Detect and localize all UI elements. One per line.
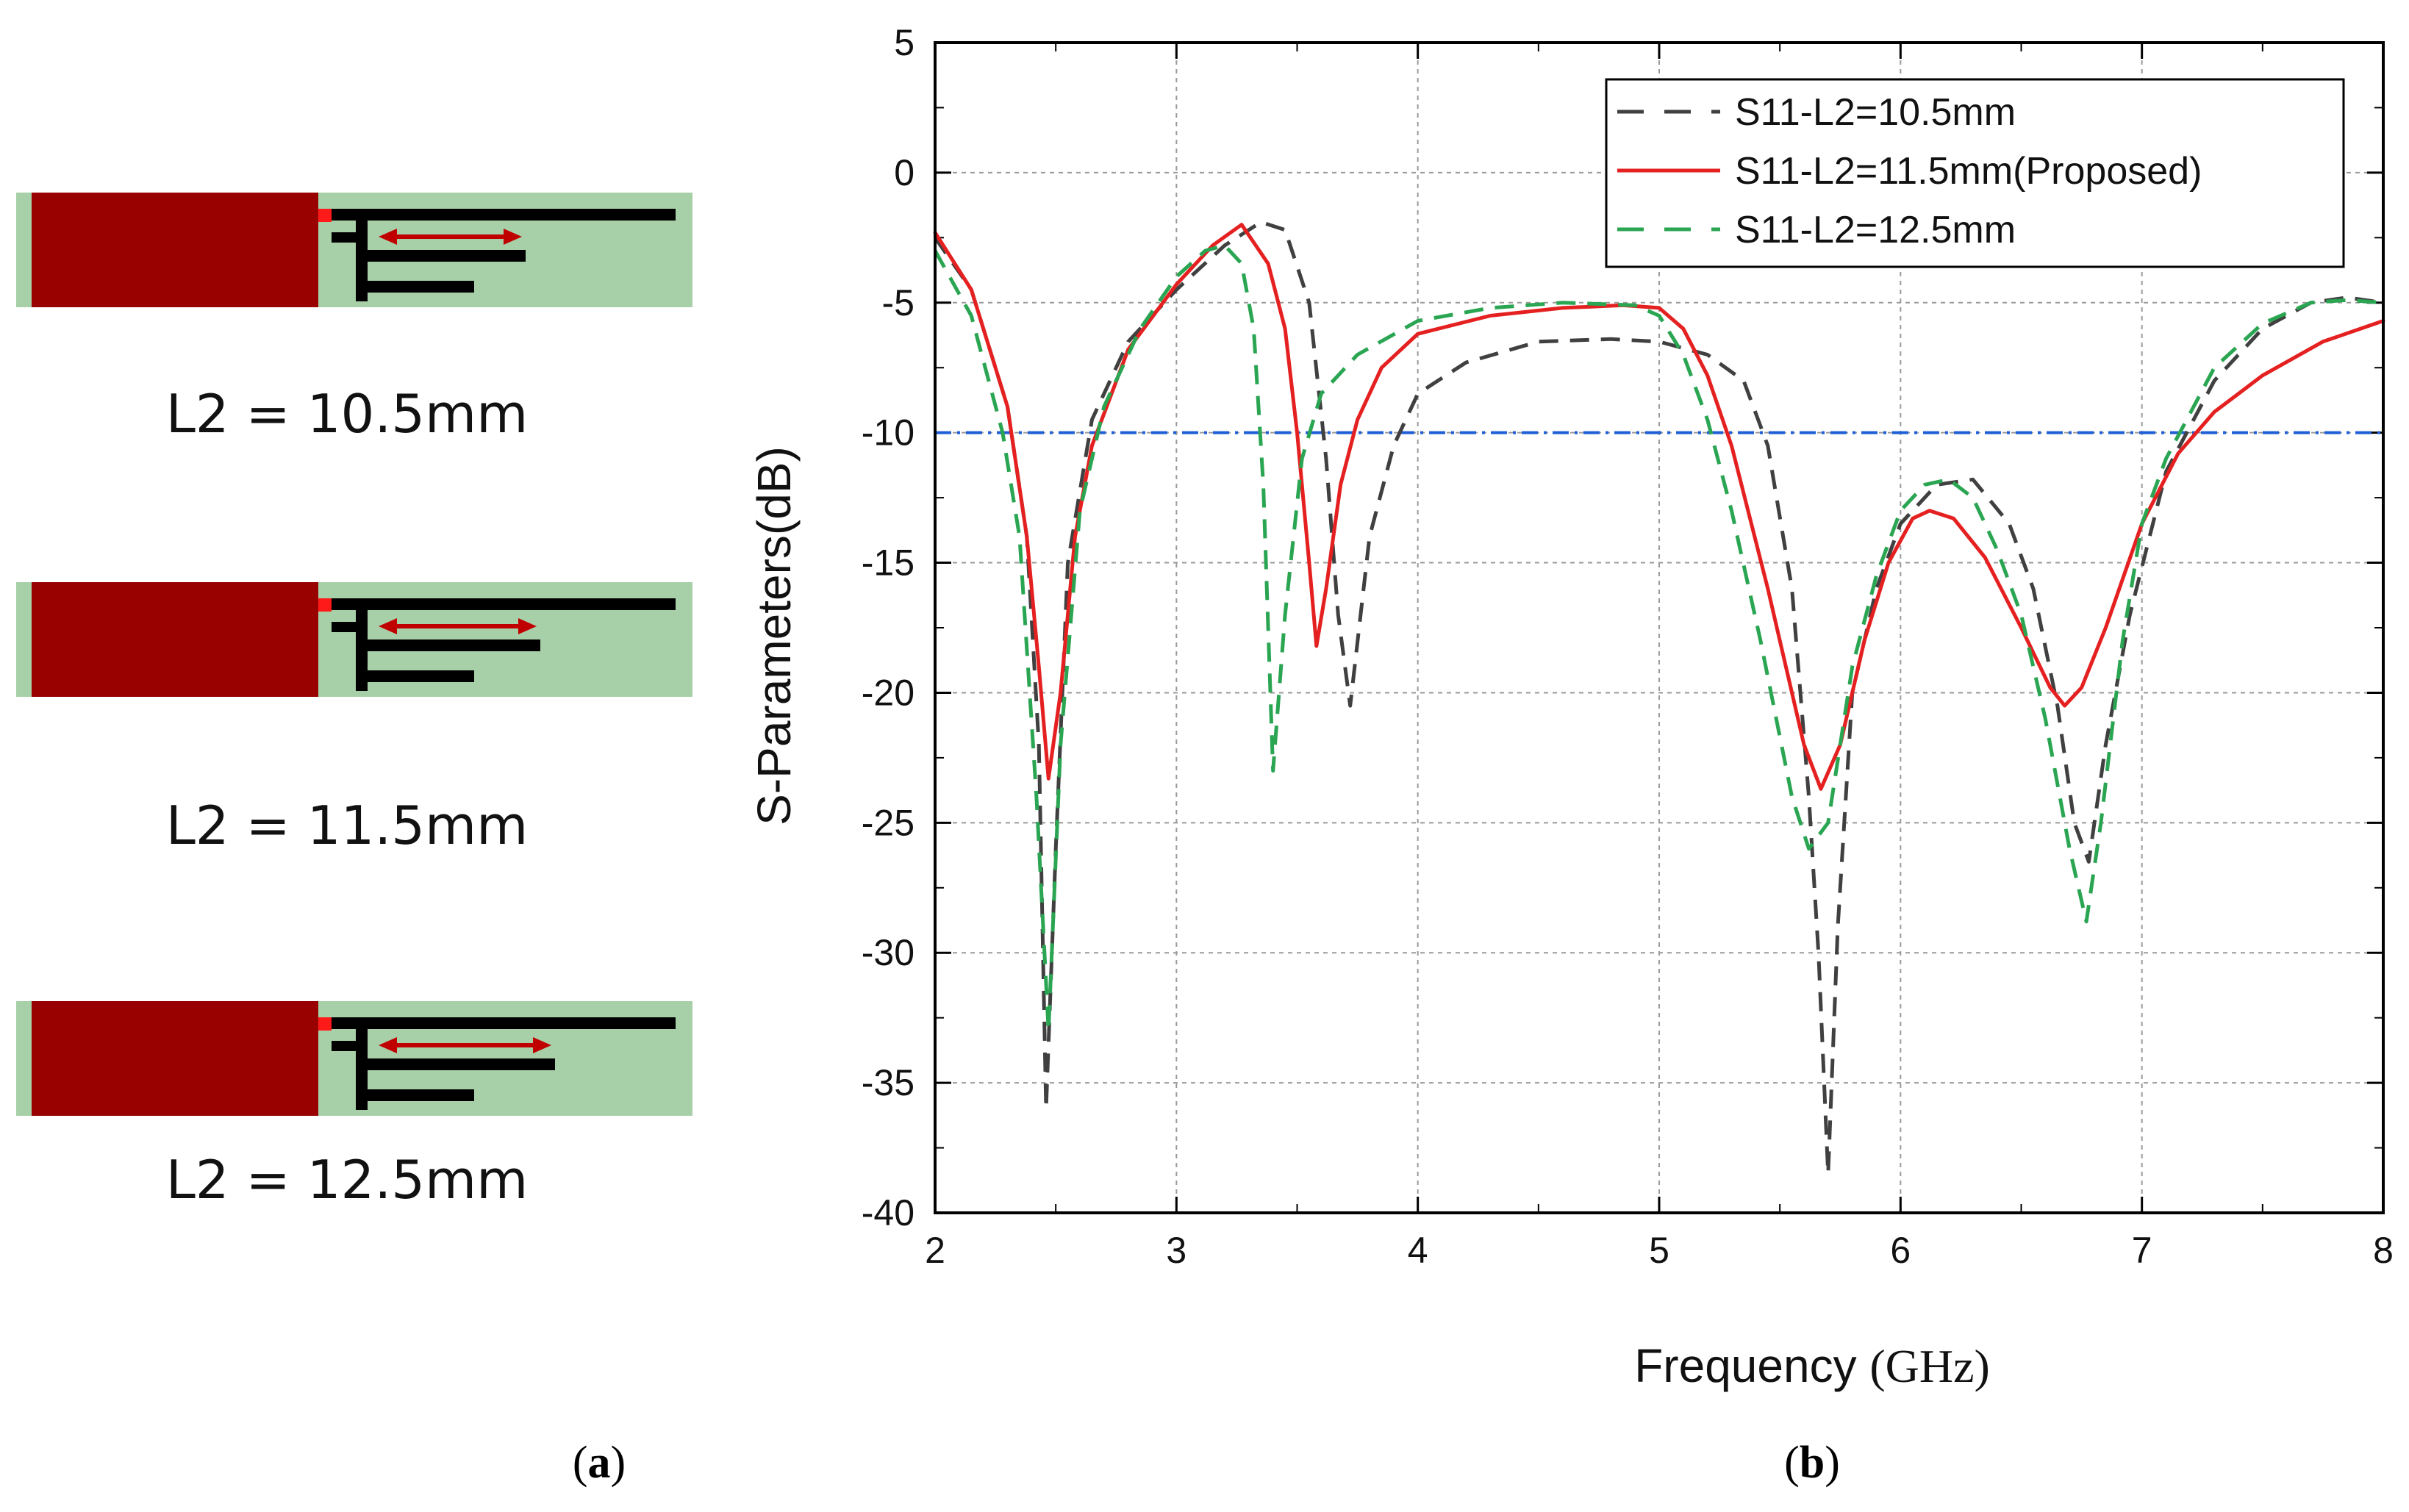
feed-point <box>318 1017 332 1031</box>
y-tick-label: -40 <box>862 1192 914 1233</box>
x-axis-title-text: Frequency <box>1634 1339 1856 1392</box>
y-tick-label: 0 <box>894 152 914 193</box>
x-tick-label: 2 <box>925 1230 945 1271</box>
antenna-caption: L2 = 11.5mm <box>166 795 529 856</box>
series-line-3 <box>933 243 2384 1033</box>
plot-frame <box>934 41 2385 1214</box>
x-axis-title: Frequency (GHz) <box>1634 1339 1990 1392</box>
antenna-10-5: L2 = 10.5mm <box>16 193 692 445</box>
l2-arrow <box>379 229 522 245</box>
panel-label-a: (a) <box>573 1438 626 1488</box>
y-tick-label: -35 <box>862 1062 914 1103</box>
ground-plane <box>32 1001 318 1116</box>
y-tick-label: -15 <box>862 542 914 584</box>
x-tick-label: 4 <box>1408 1230 1428 1271</box>
x-tick-label: 8 <box>2373 1230 2394 1271</box>
x-axis-unit: (GHz) <box>1869 1340 1989 1392</box>
y-tick-label: 5 <box>894 22 914 63</box>
l2-arrow <box>379 618 537 634</box>
x-tick-label: 3 <box>1166 1230 1186 1271</box>
ground-plane <box>32 582 318 697</box>
x-tick-label: 6 <box>1890 1230 1911 1271</box>
l2-arrow <box>379 1037 551 1053</box>
panel-letter-b: b <box>1800 1438 1825 1488</box>
legend-box <box>1605 78 2345 268</box>
radiator-trace <box>332 1017 676 1110</box>
y-axis-title: S-Parameters(dB) <box>748 446 801 825</box>
series-group <box>933 220 2385 1176</box>
antenna-caption: L2 = 10.5mm <box>166 383 529 445</box>
legend-entries: S11-L2=10.5mm S11-L2=11.5mm(Proposed) S11-… <box>1617 91 2202 251</box>
radiator-trace <box>332 598 676 691</box>
y-tick-label: -5 <box>882 282 914 323</box>
ground-plane <box>32 193 318 307</box>
antenna-panel: L2 = 10.5mm L2 = 11.5mm <box>16 193 692 1488</box>
panel-label-b: (b) <box>1784 1438 1840 1488</box>
legend-label: S11-L2=10.5mm <box>1735 91 2016 134</box>
y-tick-label: -10 <box>862 412 914 454</box>
x-tick-label: 7 <box>2132 1230 2152 1271</box>
panel-letter-a: a <box>588 1438 611 1488</box>
series-line-1 <box>933 220 2384 1176</box>
legend-label: S11-L2=11.5mm(Proposed) <box>1735 150 2202 193</box>
legend-label: S11-L2=12.5mm <box>1735 209 2016 251</box>
antenna-caption: L2 = 12.5mm <box>166 1149 529 1211</box>
y-tick-label: -25 <box>862 802 914 843</box>
antenna-11-5: L2 = 11.5mm <box>16 582 692 856</box>
feed-point <box>318 598 332 612</box>
antenna-12-5: L2 = 12.5mm <box>16 1001 692 1211</box>
y-tick-label: -30 <box>862 932 914 973</box>
x-tick-label: 5 <box>1649 1230 1669 1271</box>
y-tick-label: -20 <box>862 672 914 713</box>
chart-panel: 5 0 -5 -10 -15 -20 -25 -30 -35 -40 2 3 4 5 6 7 8 S-Para… <box>748 22 2394 1488</box>
feed-point <box>318 209 332 222</box>
radiator-trace <box>332 209 676 301</box>
legend: S11-L2=10.5mm S11-L2=11.5mm(Proposed) S11-… <box>1605 78 2345 268</box>
